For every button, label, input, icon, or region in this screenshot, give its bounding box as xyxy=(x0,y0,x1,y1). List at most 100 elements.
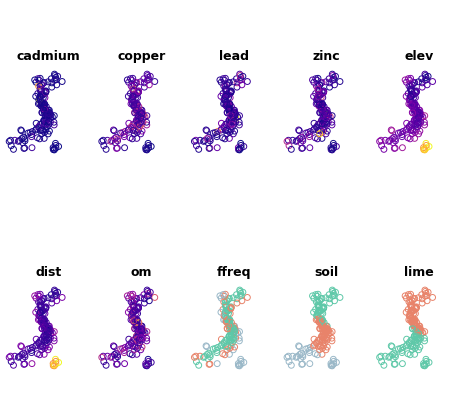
Point xyxy=(37,86,44,92)
Point xyxy=(410,316,417,323)
Point xyxy=(111,351,118,358)
Point xyxy=(137,323,145,329)
Point xyxy=(418,75,425,82)
Point xyxy=(320,89,327,96)
Point xyxy=(133,129,141,135)
Point xyxy=(229,109,236,115)
Point xyxy=(137,324,144,331)
Point xyxy=(127,75,134,82)
Point xyxy=(411,79,418,86)
Point xyxy=(226,107,233,114)
Point xyxy=(231,128,238,135)
Point xyxy=(316,298,323,304)
Point xyxy=(130,337,137,344)
Point xyxy=(410,307,417,314)
Point xyxy=(37,99,45,106)
Point xyxy=(406,97,414,103)
Point xyxy=(326,84,333,90)
Point xyxy=(313,340,320,347)
Point xyxy=(314,127,322,134)
Point xyxy=(43,111,51,117)
Point xyxy=(317,344,324,350)
Point xyxy=(411,129,419,135)
Point xyxy=(135,87,142,94)
Point xyxy=(128,293,136,300)
Point xyxy=(395,346,402,352)
Point xyxy=(380,146,388,153)
Point xyxy=(402,343,410,349)
Point xyxy=(48,79,56,86)
Point xyxy=(51,362,58,368)
Point xyxy=(236,328,243,335)
Point xyxy=(409,297,416,304)
Point xyxy=(133,345,141,352)
Point xyxy=(229,115,236,122)
Point xyxy=(407,93,414,100)
Point xyxy=(217,309,225,316)
Point xyxy=(421,293,429,299)
Point xyxy=(330,358,337,364)
Point xyxy=(129,291,137,298)
Point xyxy=(141,329,149,336)
Point xyxy=(40,317,48,324)
Point xyxy=(230,121,238,127)
Point xyxy=(130,86,137,92)
Point xyxy=(196,353,204,359)
Point xyxy=(138,337,145,344)
Point xyxy=(132,310,140,316)
Point xyxy=(43,327,51,334)
Point xyxy=(225,105,233,112)
Point xyxy=(53,82,60,88)
Point xyxy=(131,307,139,314)
Point xyxy=(324,335,332,342)
Point xyxy=(136,110,143,116)
Point xyxy=(314,97,321,103)
Point xyxy=(40,94,47,101)
Point xyxy=(314,95,322,102)
Point xyxy=(137,330,145,337)
Point xyxy=(223,325,231,331)
Point xyxy=(409,81,416,88)
Point xyxy=(317,296,325,302)
Point xyxy=(51,112,58,119)
Point xyxy=(412,331,420,337)
Point xyxy=(221,302,229,308)
Point xyxy=(133,316,141,323)
Point xyxy=(130,307,138,314)
Point xyxy=(319,120,326,127)
Point xyxy=(409,109,416,116)
Point xyxy=(310,93,317,99)
Point xyxy=(324,326,332,333)
Point xyxy=(317,102,324,109)
Point xyxy=(412,334,420,341)
Point xyxy=(146,73,154,80)
Point xyxy=(36,95,44,102)
Point xyxy=(326,300,333,306)
Point xyxy=(230,347,237,353)
Point xyxy=(42,112,49,119)
Point xyxy=(409,346,416,353)
Point xyxy=(227,112,234,119)
Point xyxy=(40,101,48,108)
Point xyxy=(408,93,415,99)
Point xyxy=(132,91,139,97)
Point xyxy=(416,326,424,332)
Point xyxy=(325,328,332,334)
Point xyxy=(104,137,111,144)
Point xyxy=(41,325,48,332)
Point xyxy=(415,107,423,114)
Point xyxy=(138,110,145,117)
Point xyxy=(132,100,139,107)
Point xyxy=(52,142,59,149)
Point xyxy=(407,121,415,127)
Point xyxy=(45,328,52,334)
Point xyxy=(409,326,417,332)
Point xyxy=(322,324,329,331)
Point xyxy=(224,100,232,107)
Point xyxy=(317,310,325,316)
Point xyxy=(415,323,423,329)
Point xyxy=(133,101,140,108)
Point xyxy=(113,145,120,152)
Point xyxy=(392,353,399,360)
Point xyxy=(316,130,323,137)
